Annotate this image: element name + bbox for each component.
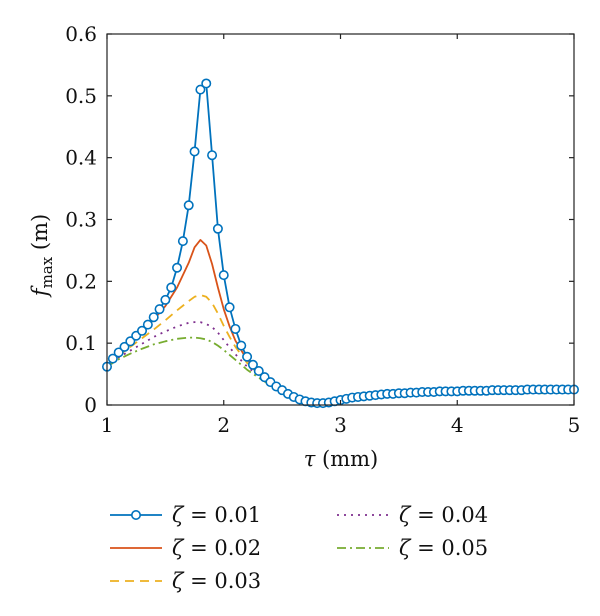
y-axis-label-symbol: f <box>28 285 52 298</box>
series-1-marker <box>160 294 171 305</box>
y-axis-label-subscript: max <box>38 256 56 288</box>
x-tick-label: 2 <box>217 413 230 437</box>
series-1-marker <box>154 304 165 315</box>
legend-label: ζ = 0.02 <box>172 536 261 560</box>
series-1-marker <box>201 78 212 89</box>
series-line-5 <box>106 336 575 405</box>
legend-label: ζ = 0.04 <box>399 503 488 527</box>
series-1-marker <box>212 223 223 234</box>
series-1-marker <box>142 319 153 330</box>
series-1-marker <box>119 341 130 352</box>
series-1-marker <box>125 336 136 347</box>
x-axis-label-unit: (mm) <box>315 447 378 471</box>
ticks: 1 2 3 4 5 0 0.1 0.2 0.3 0.4 0.5 0.6 <box>65 22 580 437</box>
legend-label-symbol: ζ <box>399 536 412 560</box>
y-tick-label: 0.3 <box>65 208 97 232</box>
series-1-marker <box>137 325 148 336</box>
legend-label-value: = 0.04 <box>410 503 488 527</box>
series-1-marker <box>247 359 258 370</box>
plot-series-group <box>102 78 579 409</box>
legend-label: ζ = 0.03 <box>172 569 261 593</box>
series-1-marker <box>230 323 241 334</box>
series-1-marker <box>183 200 194 211</box>
legend-label: ζ = 0.01 <box>172 503 261 527</box>
legend-item-1: ζ = 0.01 <box>110 503 261 527</box>
legend-item-4: ζ = 0.04 <box>337 503 488 527</box>
series-1-marker <box>172 262 183 273</box>
legend-label-value: = 0.05 <box>410 536 488 560</box>
series-1-marker <box>177 236 188 247</box>
series-1-marker <box>224 302 235 313</box>
series-1-marker <box>148 312 159 323</box>
series-1-marker <box>253 365 264 376</box>
series-line-1 <box>106 82 574 405</box>
legend-item-3: ζ = 0.03 <box>110 569 261 593</box>
legend-item-2: ζ = 0.02 <box>110 536 261 560</box>
y-tick-label: 0.1 <box>65 331 97 355</box>
series-1-marker <box>236 340 247 351</box>
series-1-marker <box>189 146 200 157</box>
x-tick-label: 3 <box>334 413 347 437</box>
legend-marker <box>131 509 142 520</box>
legend-label-value: = 0.03 <box>183 569 261 593</box>
legend-label-symbol: ζ <box>172 569 185 593</box>
x-axis-label: τ (mm) <box>304 447 379 471</box>
y-axis-label-unit: (m) <box>28 214 52 257</box>
legend-label-symbol: ζ <box>172 503 185 527</box>
series-1-marker <box>107 353 118 364</box>
series-1-marker <box>207 150 218 161</box>
x-tick-label: 1 <box>101 413 114 437</box>
y-tick-label: 0.4 <box>65 146 97 170</box>
y-axis-label: fmax (m) <box>28 214 56 298</box>
series-1-marker <box>166 282 177 293</box>
legend-label-value: = 0.01 <box>183 503 261 527</box>
legend: ζ = 0.01ζ = 0.02ζ = 0.03ζ = 0.04ζ = 0.05 <box>110 503 488 593</box>
series-1-marker <box>113 347 124 358</box>
x-tick-label: 4 <box>451 413 464 437</box>
x-axis-label-symbol: τ <box>304 447 316 471</box>
y-tick-label: 0.2 <box>65 269 97 293</box>
series-1-marker <box>242 351 253 362</box>
legend-label: ζ = 0.05 <box>399 536 488 560</box>
y-tick-label: 0 <box>84 393 97 417</box>
legend-label-value: = 0.02 <box>183 536 261 560</box>
series-1-marker <box>218 270 229 281</box>
legend-item-5: ζ = 0.05 <box>337 536 488 560</box>
y-tick-label: 0.5 <box>65 84 97 108</box>
x-tick-label: 5 <box>568 413 581 437</box>
legend-label-symbol: ζ <box>172 536 185 560</box>
y-tick-label: 0.6 <box>65 22 97 46</box>
legend-label-symbol: ζ <box>399 503 412 527</box>
series-1-marker <box>195 84 206 95</box>
axes <box>106 33 575 406</box>
plot-area-frame <box>106 33 575 406</box>
